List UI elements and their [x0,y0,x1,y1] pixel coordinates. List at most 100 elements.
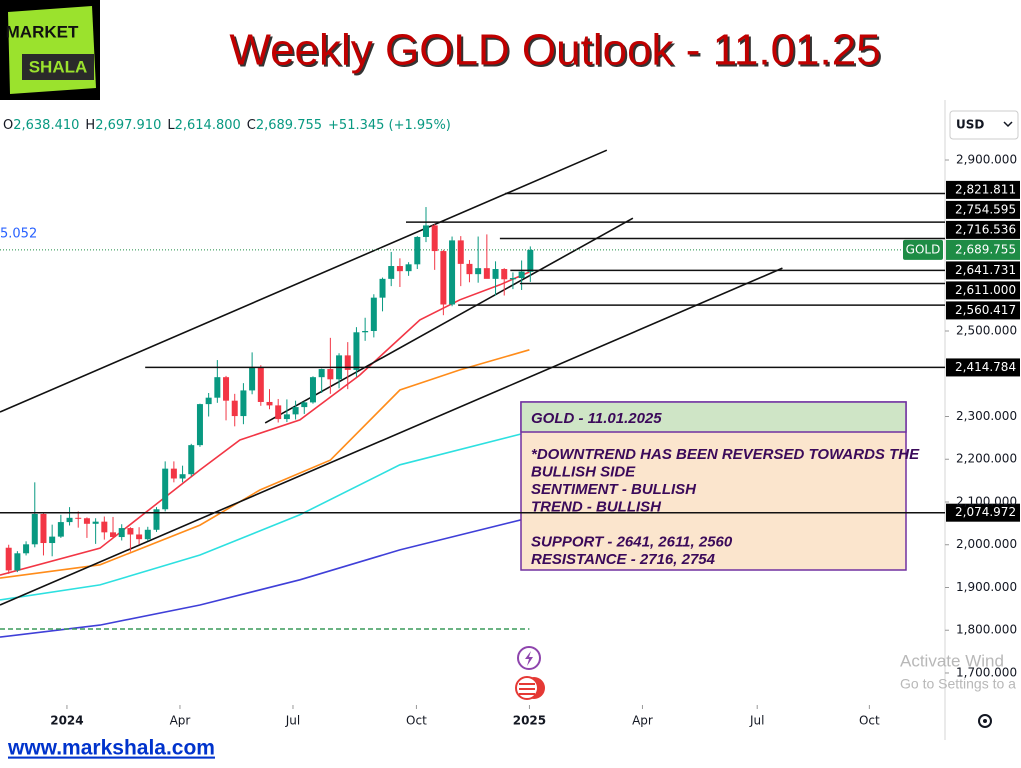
level-label-box [946,358,1020,377]
watermark-title: Activate Wind [900,651,1004,670]
website-link[interactable]: www.markshala.com [7,737,215,760]
level-label: 2,716.536 [955,222,1016,236]
y-tick-label: 2,300.000 [956,409,1017,423]
candle-body [214,377,221,398]
candle-body [153,509,160,530]
candle-body [23,544,30,554]
candle-body [31,513,38,545]
candle-body [396,266,403,272]
level-label-box [946,503,1020,522]
moving-average [0,431,530,601]
title: Weekly GOLD Outlook - 11.01.25 [229,26,880,75]
candle-body [344,355,351,370]
x-tick-label: 2025 [513,714,546,728]
ohlc-key: C [247,118,256,133]
ohlc-value: 2,614.800 [175,118,241,133]
currency: USD [956,118,984,132]
gear-center [983,719,987,723]
candle-body [101,521,108,533]
ohlc-value: 2,638.410 [13,118,79,133]
candle-body [327,369,334,380]
dropdown-arrow [1003,121,1013,128]
lightning [525,651,533,666]
annotation-line: TREND - BULLISH [531,498,662,515]
candle-body [188,445,195,475]
y-tick-label: 2,900.000 [956,153,1017,167]
level-label-box [946,301,1020,320]
side-label: 5.052 [0,227,37,242]
candle-body [422,225,429,237]
candle-body [362,331,369,333]
candle-body [118,528,125,538]
level-label: 2,821.811 [955,182,1016,196]
annotation-line: *DOWNTREND HAS BEEN REVERSED TOWARDS THE [531,446,920,463]
candle-body [457,240,464,264]
candle-body [266,401,273,406]
moving-average [0,349,530,579]
x-tick-label: 2024 [50,714,83,728]
candle-body [14,553,21,571]
candle-body [318,369,325,378]
annotation-line: SUPPORT - 2641, 2611, 2560 [531,533,733,550]
currency-select[interactable] [949,110,1019,140]
logo-top: MARKET [6,22,79,41]
moving-average [0,271,530,576]
watermark-text: Go to Settings to a [900,676,1016,692]
candle-body [75,517,82,519]
level-label: 2,611.000 [955,283,1016,297]
candle-body [518,271,525,278]
candle-body [440,251,447,305]
title-shadow: Weekly GOLD Outlook - 11.01.25 [231,28,882,77]
logo-bottom: SHALA [29,57,88,76]
annotation-title-band [520,401,907,433]
annotation-line: RESISTANCE - 2716, 2754 [531,551,716,568]
level-label: 2,754.595 [955,202,1016,216]
logo-badge [8,6,96,94]
ohlc-key: O [3,118,13,133]
level-label-box [946,281,1020,300]
last-price-box [946,239,1020,260]
y-tick-label: 1,800.000 [956,623,1017,637]
candle-body [405,264,412,272]
x-tick-label: Oct [859,714,880,728]
trendline [0,149,608,413]
candle-body [179,474,186,479]
ohlc-key: H [85,118,95,133]
trendline [264,217,634,424]
candle-body [475,268,482,275]
y-tick-label: 1,900.000 [956,580,1017,594]
candle-body [414,236,421,265]
y-tick-label: 1,700.000 [956,665,1017,679]
x-tick-label: Apr [632,714,653,728]
level-label: 2,641.731 [955,263,1016,277]
candle-body [66,517,73,523]
change: +51.345 (+1.95%) [328,118,451,133]
last-price-name: GOLD [906,242,941,256]
ohlc-key: L [167,118,175,133]
last-price-name-box [903,239,943,260]
candle-body [110,532,117,538]
ohlc-value: 2,697.910 [95,118,161,133]
candle-body [205,397,212,405]
level-label-box [946,220,1020,239]
candle-body [49,536,56,544]
candle-body [388,266,395,279]
candle-body [309,377,316,403]
candle-body [483,268,490,279]
candle-body [379,278,386,298]
x-tick-label: Oct [406,714,427,728]
ohlc-header: O2,638.410 H2,697.910 L2,614.800 C2,689.755… [3,118,451,133]
candle-body [449,240,456,305]
candle-body [231,400,238,417]
candle-body [127,528,134,535]
candle-body [136,534,143,540]
level-label: 2,414.784 [955,360,1016,374]
candle-body [431,225,438,252]
candle-body [275,405,282,420]
candle-body [83,518,90,524]
candle-body [292,407,299,415]
settings-gear[interactable] [978,714,992,728]
ohlc-value: 2,689.755 [256,118,322,133]
level-label-box [946,180,1020,199]
